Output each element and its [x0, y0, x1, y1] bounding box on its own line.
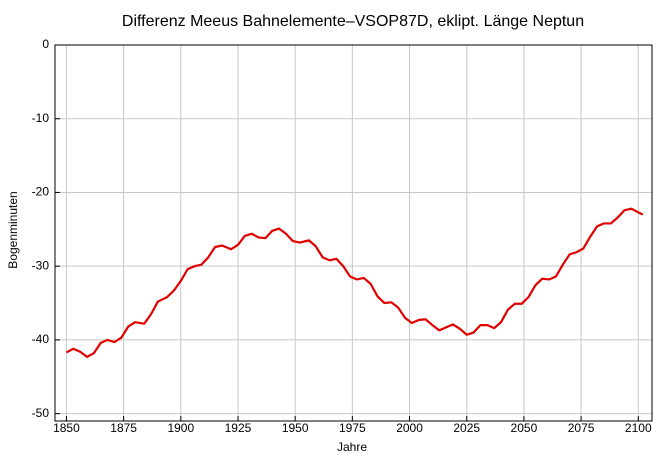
x-tick-label: 2000	[396, 421, 423, 435]
plot-frame	[54, 44, 653, 422]
y-tick-label: -30	[32, 258, 50, 272]
x-tick-label: 2075	[568, 421, 595, 435]
chart-title: Differenz Meeus Bahnelemente–VSOP87D, ek…	[122, 13, 584, 30]
x-tick-label: 1850	[53, 421, 80, 435]
x-tick-label: 1925	[225, 421, 252, 435]
x-tick-label: 1900	[167, 421, 194, 435]
x-tick-label: 2100	[625, 421, 652, 435]
x-tick-label: 2050	[511, 421, 538, 435]
y-tick-label: -10	[32, 111, 50, 125]
x-tick-label: 2025	[453, 421, 480, 435]
y-tick-label: -40	[32, 332, 50, 346]
y-tick-label: -50	[32, 406, 50, 420]
x-axis-label: Jahre	[337, 440, 367, 454]
data-line	[65, 207, 644, 358]
y-tick-label: -20	[32, 185, 50, 199]
y-axis-label: Bogenminuten	[6, 191, 20, 268]
x-tick-label: 1875	[110, 421, 137, 435]
x-tick-label: 1975	[339, 421, 366, 435]
y-tick-label: 0	[42, 37, 49, 51]
x-tick-label: 1950	[282, 421, 309, 435]
